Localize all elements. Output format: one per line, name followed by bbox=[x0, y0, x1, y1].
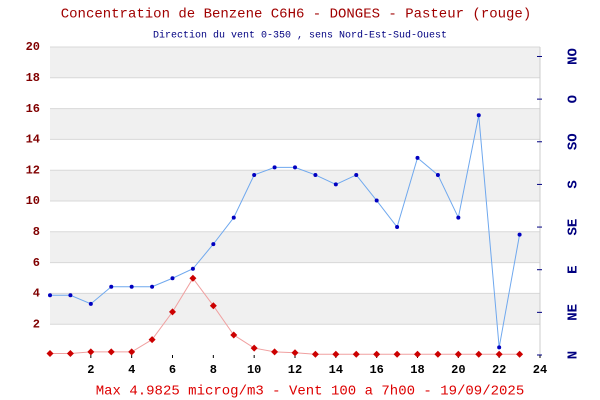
x-tick-label: 16 bbox=[369, 363, 383, 377]
point bbox=[516, 350, 524, 358]
point bbox=[311, 350, 319, 358]
point bbox=[190, 266, 195, 271]
point bbox=[46, 349, 54, 357]
y-tick-label: 12 bbox=[26, 163, 40, 177]
point bbox=[271, 348, 279, 356]
point bbox=[374, 198, 379, 203]
point bbox=[48, 293, 52, 298]
y2-tick-label: S bbox=[566, 180, 582, 188]
y2-tick-label: N bbox=[566, 351, 582, 359]
point bbox=[230, 331, 238, 339]
point bbox=[517, 232, 522, 237]
x-tick-label: 20 bbox=[451, 363, 465, 377]
point bbox=[252, 172, 257, 177]
band bbox=[50, 293, 540, 325]
y2-tick-label: O bbox=[566, 95, 582, 103]
point bbox=[393, 350, 401, 358]
point bbox=[354, 172, 359, 177]
point bbox=[497, 345, 502, 350]
y2-tick-label: NO bbox=[566, 48, 582, 65]
point bbox=[129, 284, 134, 289]
point bbox=[332, 350, 340, 358]
band bbox=[50, 231, 540, 263]
point bbox=[352, 350, 360, 358]
band bbox=[50, 47, 540, 78]
point bbox=[231, 215, 236, 220]
y2-tick-label: SE bbox=[566, 219, 582, 236]
y2-tick-label: NE bbox=[566, 304, 582, 321]
point bbox=[291, 349, 299, 357]
series-line bbox=[50, 115, 521, 348]
point bbox=[109, 284, 114, 289]
point bbox=[148, 336, 156, 344]
point bbox=[395, 225, 400, 230]
point bbox=[209, 302, 217, 310]
x-tick-label: 2 bbox=[87, 363, 94, 377]
x-tick-label: 22 bbox=[492, 363, 506, 377]
y-tick-label: 6 bbox=[33, 256, 40, 270]
point bbox=[250, 344, 258, 352]
y-tick-label: 8 bbox=[33, 225, 40, 239]
y-tick-label: 18 bbox=[26, 71, 40, 85]
y-tick-label: 16 bbox=[26, 102, 40, 116]
point bbox=[87, 348, 95, 356]
point bbox=[475, 350, 483, 358]
point bbox=[68, 293, 73, 298]
point bbox=[454, 350, 462, 358]
band bbox=[50, 170, 540, 201]
point bbox=[150, 284, 155, 289]
point bbox=[128, 348, 136, 356]
point bbox=[373, 350, 381, 358]
y-tick-label: 20 bbox=[26, 40, 40, 54]
x-tick-label: 12 bbox=[288, 363, 302, 377]
y-tick-label: 4 bbox=[33, 287, 40, 301]
point bbox=[415, 155, 420, 160]
x-tick-label: 14 bbox=[329, 363, 343, 377]
point bbox=[313, 172, 318, 177]
y2-tick-label: E bbox=[566, 266, 582, 274]
chart-subtitle: Direction du vent 0-350 , sens Nord-Est-… bbox=[153, 30, 447, 42]
point bbox=[88, 301, 93, 306]
y-tick-label: 10 bbox=[26, 194, 40, 208]
y-tick-label: 2 bbox=[33, 317, 40, 331]
point bbox=[211, 242, 216, 247]
x-tick-label: 10 bbox=[247, 363, 261, 377]
point bbox=[66, 349, 74, 357]
band bbox=[50, 108, 540, 140]
point bbox=[414, 350, 421, 358]
x-tick-label: 4 bbox=[128, 363, 135, 377]
point bbox=[456, 215, 461, 220]
point bbox=[169, 308, 176, 316]
point bbox=[435, 172, 440, 177]
point bbox=[333, 182, 338, 187]
x-tick-label: 18 bbox=[410, 363, 424, 377]
point bbox=[293, 165, 297, 170]
point bbox=[272, 165, 277, 170]
point bbox=[476, 113, 481, 118]
point bbox=[189, 274, 197, 282]
point bbox=[495, 350, 503, 358]
y-tick-label: 14 bbox=[26, 133, 40, 147]
chart-footer: Max 4.9825 microg/m3 - Vent 100 a 7h00 -… bbox=[96, 384, 524, 400]
point bbox=[107, 348, 115, 356]
chart-title: Concentration de Benzene C6H6 - DONGES -… bbox=[61, 7, 531, 23]
x-tick-label: 6 bbox=[169, 363, 176, 377]
x-tick-label: 24 bbox=[533, 363, 547, 377]
point bbox=[170, 276, 175, 281]
y2-tick-label: SO bbox=[566, 133, 582, 150]
x-tick-label: 8 bbox=[210, 363, 217, 377]
point bbox=[434, 350, 442, 358]
